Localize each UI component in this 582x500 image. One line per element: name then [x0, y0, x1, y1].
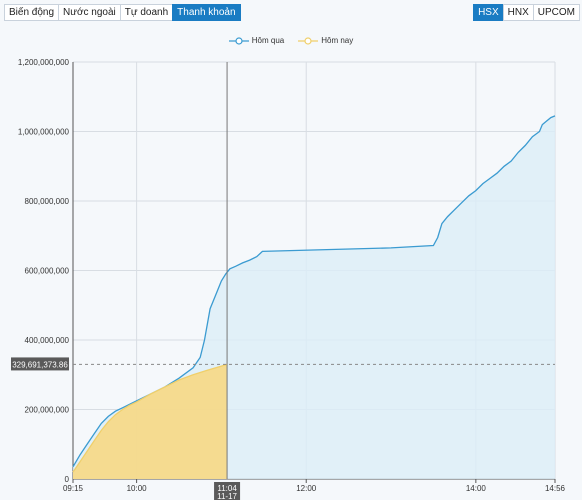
- legend-item-hom-qua[interactable]: Hôm qua: [228, 36, 285, 45]
- y-tick-label: 400,000,000: [25, 336, 70, 345]
- crosshair-time-box: [214, 482, 241, 500]
- crosshair-value-box: [11, 357, 69, 371]
- x-tick-label: 14:56: [545, 484, 566, 493]
- x-tick-label: 10:00: [127, 484, 148, 493]
- legend-marker-hom-qua-icon: [228, 36, 249, 45]
- crosshair-time-label: 11:04: [217, 484, 237, 493]
- legend-label-hom-nay: Hôm nay: [321, 36, 354, 45]
- x-tick-label: 14:00: [466, 484, 487, 493]
- legend-item-hom-nay[interactable]: Hôm nay: [298, 36, 353, 45]
- y-tick-label: 1,000,000,000: [18, 128, 70, 137]
- legend-marker-hom-nay-icon: [298, 36, 319, 45]
- x-tick-label: 12:00: [296, 484, 317, 493]
- view-tabs: Biến động Nước ngoài Tự doanh Thanh khoả…: [4, 4, 241, 21]
- series-area-hom-nay: [73, 364, 228, 479]
- y-tick-label: 600,000,000: [25, 267, 70, 276]
- x-tick-label: 09:15: [63, 484, 84, 493]
- y-tick-label: 1,200,000,000: [18, 58, 70, 67]
- tab-thanh-khoan[interactable]: Thanh khoản: [172, 4, 241, 21]
- series-line-hom-nay: [72, 363, 228, 473]
- chart-legend: Hôm qua Hôm nay: [0, 36, 582, 45]
- crosshair-value-label: 329,691,373.86: [12, 360, 68, 369]
- y-tick-label: 0: [65, 475, 70, 484]
- exchange-tabs: HSX HNX UPCOM: [473, 4, 580, 21]
- tab-upcom[interactable]: UPCOM: [532, 4, 580, 21]
- legend-label-hom-qua: Hôm qua: [251, 36, 285, 45]
- y-tick-label: 200,000,000: [25, 406, 70, 415]
- crosshair-date-label: 11-17: [217, 492, 237, 500]
- y-tick-label: 800,000,000: [25, 197, 70, 206]
- series-line-hom-qua: [72, 115, 556, 468]
